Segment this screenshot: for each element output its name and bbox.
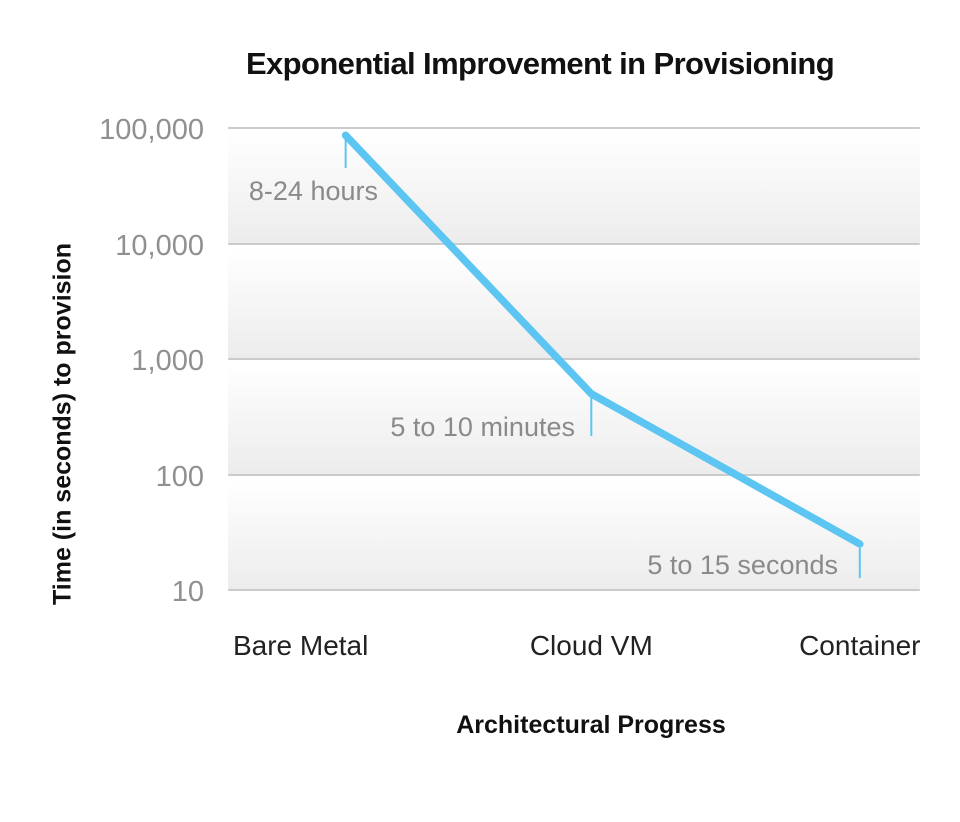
y-tick-label: 10,000 [115,229,204,262]
x-category-label: Container [799,630,921,661]
y-tick-label: 100 [155,460,204,493]
annotation-label: 8-24 hours [248,176,378,206]
gridline [228,473,920,476]
plot-band [228,243,920,359]
annotation-label: 5 to 15 seconds [647,550,838,580]
x-category-label: Cloud VM [529,630,653,661]
gridline [228,589,920,591]
y-tick-label: 1,000 [131,345,204,377]
gridline [228,127,920,129]
x-axis-title: Architectural Progress [456,711,726,739]
y-tick-label: 10 [171,576,204,608]
y-tick-label: 100,000 [99,114,204,146]
annotation-label: 5 to 10 minutes [390,412,575,442]
y-axis-title: Time (in seconds) to provision [48,242,77,606]
gridline [228,358,920,360]
x-category-label: Bare Metal [232,630,369,661]
gridline [228,242,920,245]
chart-title: Exponential Improvement in Provisioning [245,46,835,81]
